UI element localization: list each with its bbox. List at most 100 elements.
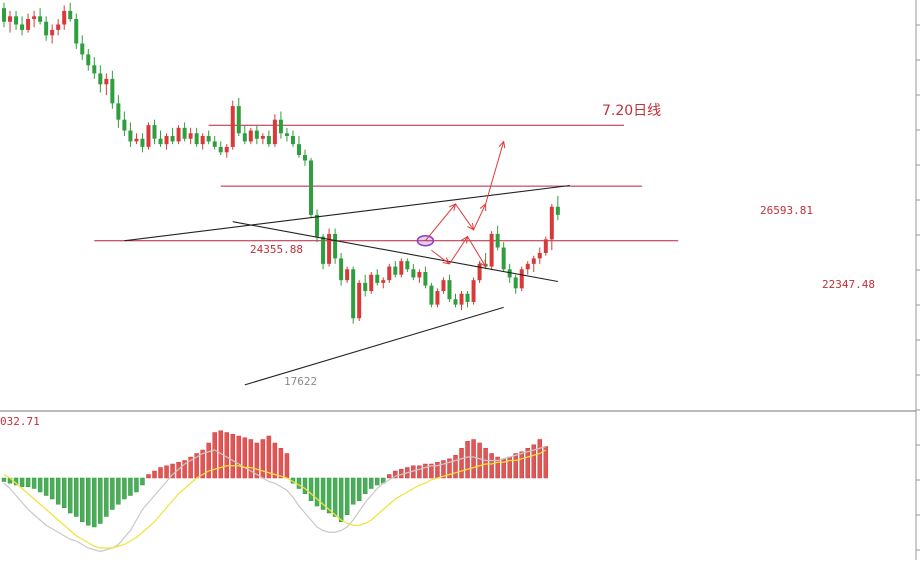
macd-bar bbox=[483, 448, 488, 479]
candle bbox=[248, 127, 253, 145]
price-level-label-high: 26593.81 bbox=[760, 204, 813, 217]
macd-bar bbox=[272, 442, 278, 479]
candle-body bbox=[357, 282, 362, 319]
candle bbox=[122, 111, 127, 136]
candle-body bbox=[465, 293, 470, 302]
macd-bar bbox=[459, 448, 464, 479]
macd-bar bbox=[98, 477, 103, 524]
candle bbox=[188, 127, 193, 145]
candle-body bbox=[447, 280, 452, 300]
candle-body bbox=[110, 78, 115, 104]
macd-bar bbox=[302, 477, 308, 494]
macd-bar bbox=[278, 448, 284, 479]
candle bbox=[537, 247, 542, 264]
candle bbox=[357, 280, 362, 321]
candle bbox=[86, 48, 91, 71]
candle-body bbox=[423, 272, 428, 286]
candle bbox=[224, 144, 229, 158]
candle-body bbox=[393, 266, 398, 275]
candle bbox=[50, 24, 55, 44]
candle-body bbox=[98, 73, 103, 85]
arrow-shaft bbox=[431, 249, 450, 265]
macd-bar bbox=[489, 453, 494, 479]
arrow-head bbox=[461, 235, 469, 244]
macd-bar bbox=[110, 477, 115, 510]
candle bbox=[393, 261, 398, 278]
candle-body bbox=[471, 280, 476, 302]
candle-body bbox=[435, 291, 440, 305]
macd-bar bbox=[104, 477, 109, 517]
macd-bar bbox=[25, 477, 31, 487]
candle bbox=[56, 19, 61, 36]
macd-bar bbox=[417, 465, 422, 479]
macd-bar bbox=[236, 435, 242, 479]
macd-bar bbox=[152, 470, 157, 479]
candle-body bbox=[248, 130, 253, 142]
projection-arrow bbox=[455, 203, 475, 231]
trend-line bbox=[244, 306, 504, 386]
macd-bar bbox=[525, 448, 530, 479]
candle bbox=[489, 231, 494, 270]
candle-body bbox=[441, 280, 446, 292]
candle bbox=[92, 57, 97, 79]
candle bbox=[381, 277, 386, 289]
macd-bar bbox=[92, 477, 97, 528]
candle-body bbox=[321, 236, 326, 264]
candle-body bbox=[254, 130, 259, 139]
candle-body bbox=[134, 138, 139, 142]
candle-body bbox=[290, 136, 295, 145]
macd-bar bbox=[170, 463, 175, 479]
candle bbox=[44, 16, 49, 41]
candle-body bbox=[375, 274, 380, 283]
candle-body bbox=[489, 233, 494, 267]
candle bbox=[170, 127, 175, 145]
candle-body bbox=[224, 146, 229, 153]
candle bbox=[351, 266, 356, 324]
macd-bar bbox=[248, 439, 254, 479]
candle-body bbox=[140, 138, 145, 147]
candle bbox=[531, 255, 536, 272]
macd-bar bbox=[344, 477, 350, 515]
candle bbox=[447, 274, 452, 302]
macd-bar bbox=[43, 477, 49, 496]
candle bbox=[80, 35, 85, 60]
macd-bar bbox=[128, 477, 133, 496]
macd-bar bbox=[31, 477, 37, 489]
candle bbox=[278, 111, 283, 139]
macd-value-label: 032.71 bbox=[0, 415, 40, 428]
candle-body bbox=[351, 269, 356, 319]
candle-body bbox=[381, 280, 386, 283]
projection-arrow bbox=[431, 249, 451, 265]
candle bbox=[363, 274, 368, 297]
candle-body bbox=[266, 136, 271, 145]
candle bbox=[303, 149, 307, 166]
candle bbox=[116, 95, 121, 128]
macd-bar bbox=[116, 477, 121, 505]
macd-bar bbox=[146, 474, 151, 479]
candle bbox=[399, 258, 404, 278]
macd-bar bbox=[374, 477, 380, 486]
candle-body bbox=[327, 233, 332, 264]
candle bbox=[206, 130, 211, 145]
candle bbox=[200, 133, 205, 150]
candle bbox=[20, 16, 25, 36]
macd-bar bbox=[284, 453, 290, 479]
candle-body bbox=[116, 103, 121, 120]
macd-bar bbox=[164, 465, 169, 479]
candle-body bbox=[236, 106, 241, 134]
candle-body bbox=[555, 206, 560, 215]
candle-body bbox=[146, 125, 151, 147]
candle-body bbox=[152, 125, 157, 139]
macd-bar bbox=[37, 477, 43, 493]
candle bbox=[38, 8, 43, 25]
candle bbox=[284, 127, 289, 142]
candle-body bbox=[44, 21, 49, 36]
macd-bar bbox=[49, 477, 55, 500]
candle bbox=[272, 114, 277, 147]
macd-bar bbox=[531, 444, 537, 479]
macd-bar bbox=[429, 463, 434, 479]
macd-bar bbox=[513, 453, 518, 479]
macd-bar bbox=[230, 434, 236, 479]
candle bbox=[14, 10, 19, 30]
candle-body bbox=[537, 252, 542, 259]
